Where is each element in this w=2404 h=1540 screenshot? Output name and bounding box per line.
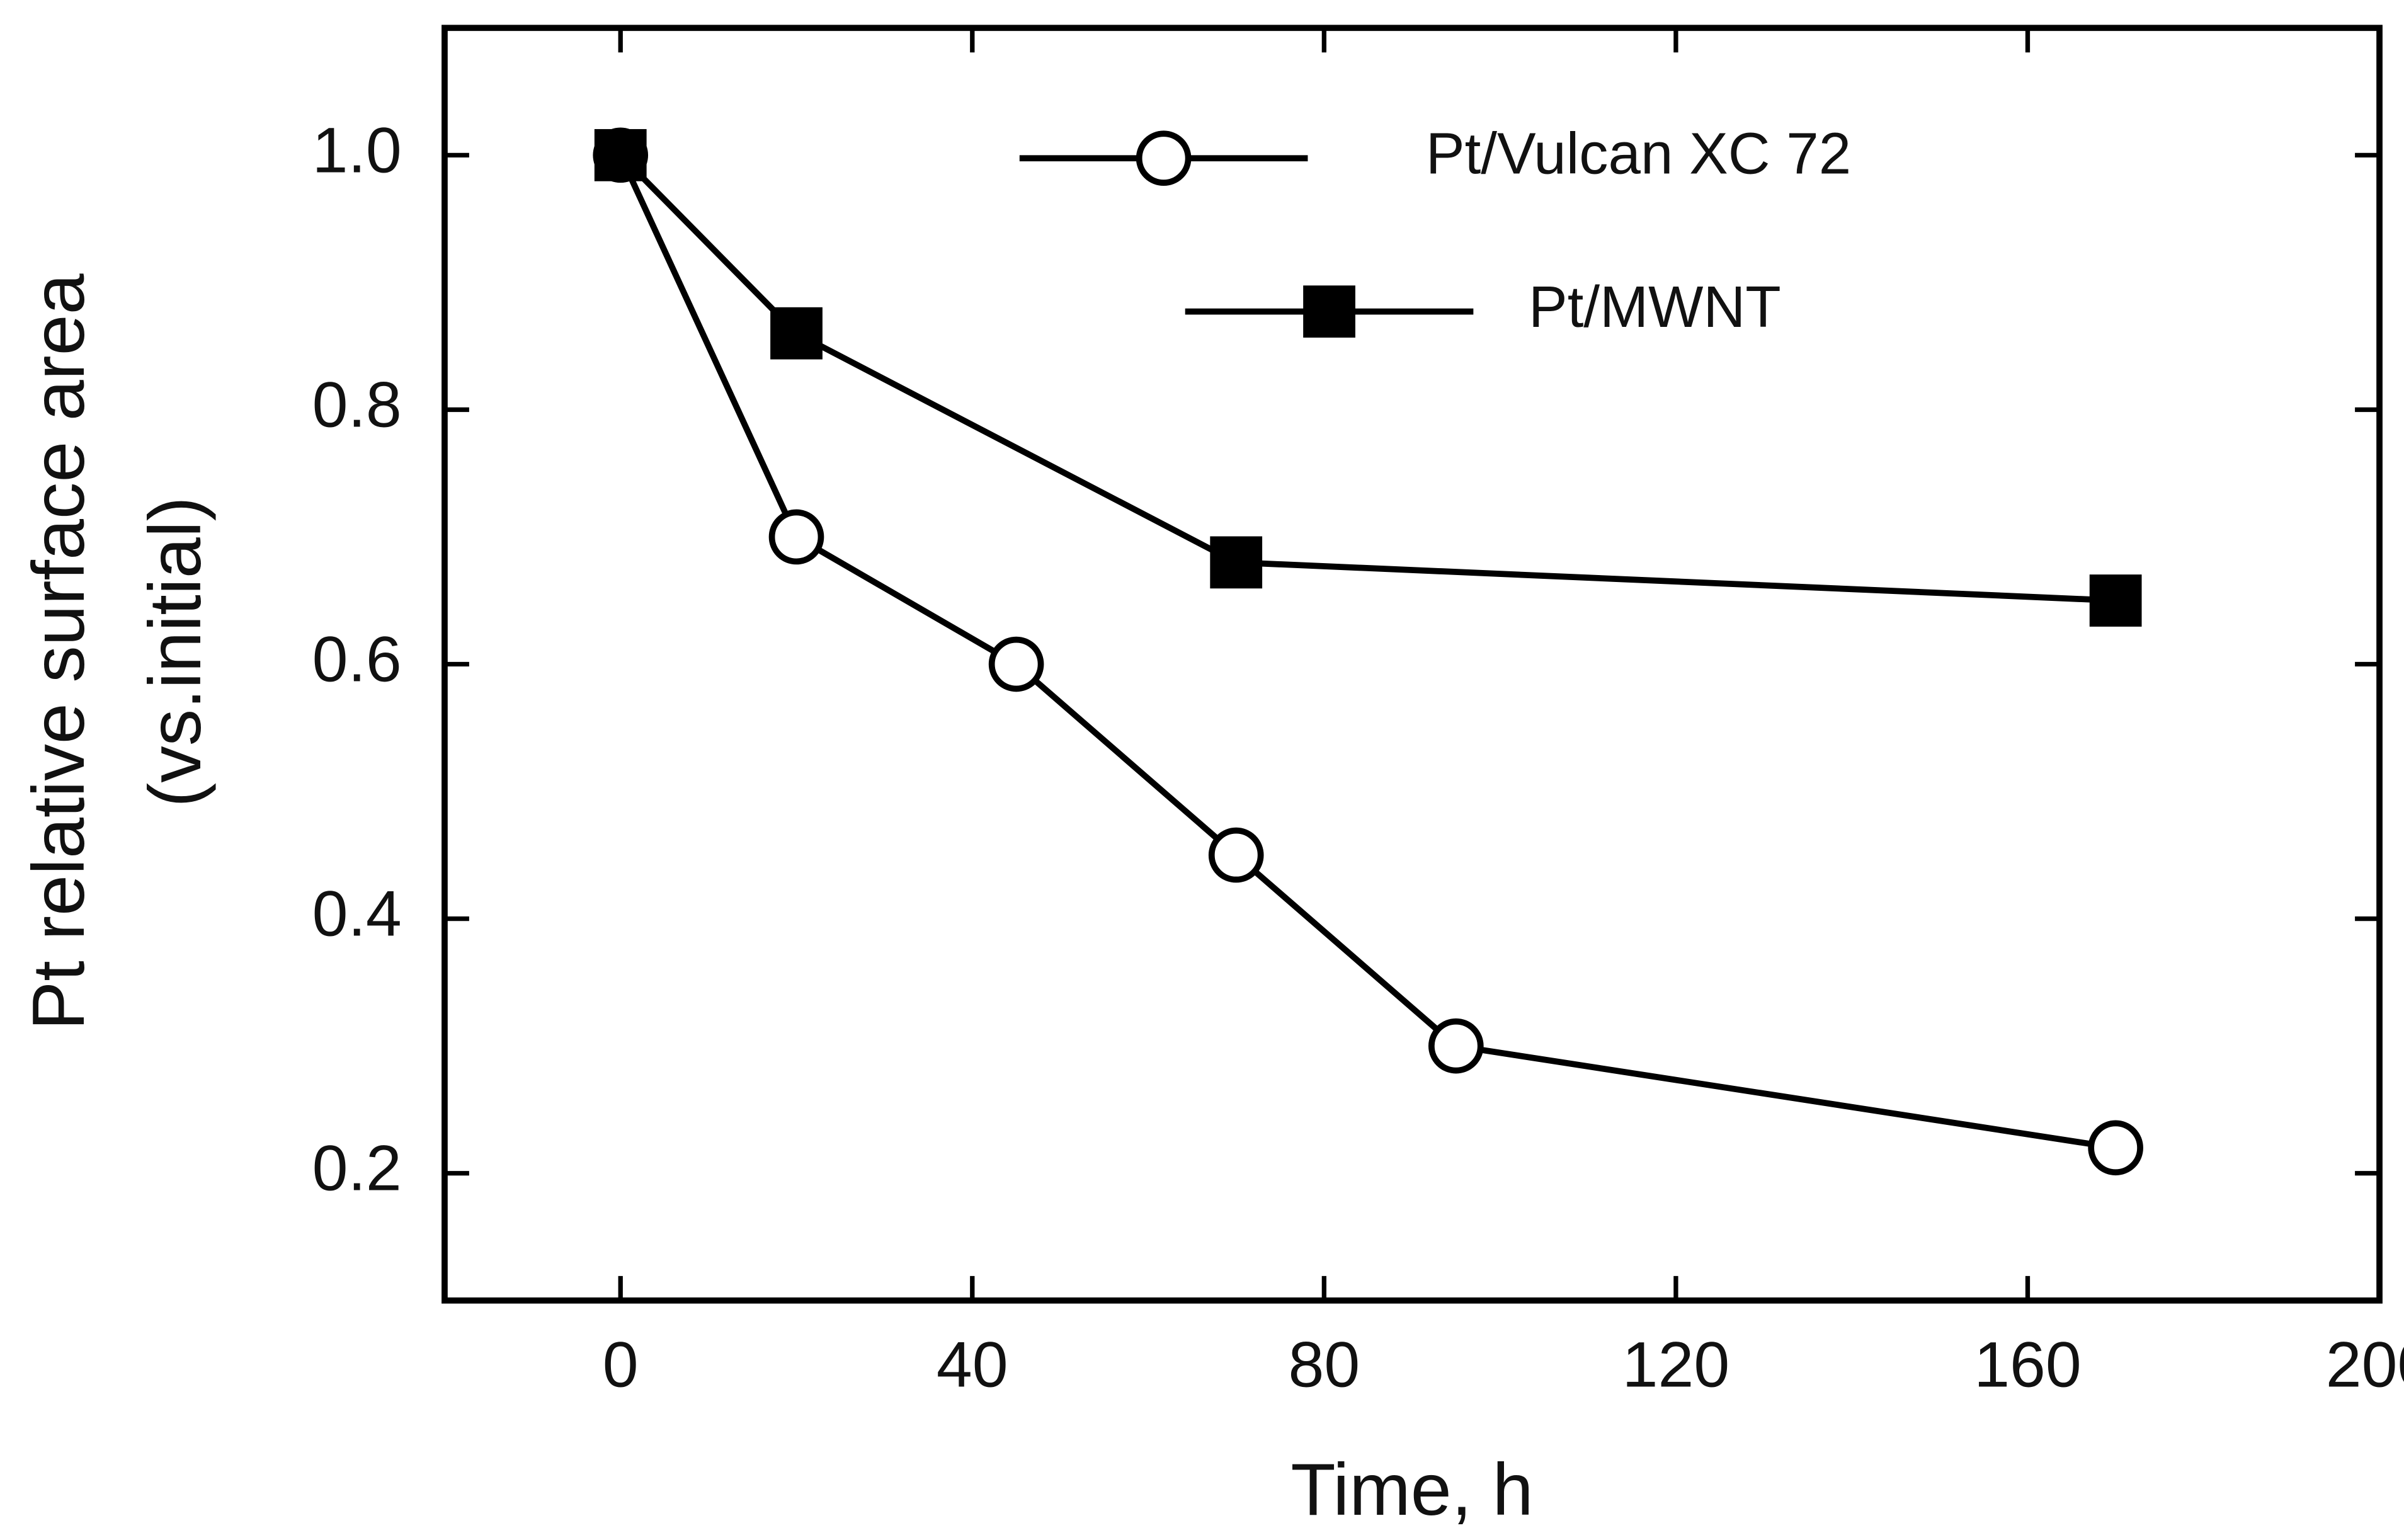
y-tick-label: 1.0 [312,113,402,186]
x-tick-label: 40 [937,1328,1008,1400]
y-tick-label: 0.6 [312,623,402,695]
data-point [1210,536,1263,589]
x-tick-label: 80 [1289,1328,1360,1400]
y-tick-label: 0.4 [312,877,402,950]
legend-marker [1136,130,1192,186]
y-axis-label: (vs.initial) [134,496,216,807]
data-point [770,307,823,360]
data-point [1208,827,1264,883]
y-tick-label: 0.2 [312,1132,402,1204]
data-point [1428,1018,1484,1074]
plot-frame [441,25,2383,1304]
series-line [617,154,2116,1151]
legend-label: Pt/MWNT [1529,274,1781,339]
y-tick-label: 0.8 [312,368,402,440]
data-point [2089,574,2142,627]
legend-label: Pt/Vulcan XC 72 [1426,121,1851,186]
data-point [594,128,647,181]
y-axis-label: Pt relative surface area [17,273,100,1030]
legend-marker [1303,285,1355,338]
data-point [2088,1120,2143,1176]
x-axis-label: Time, h [1290,1448,1533,1531]
series-line [618,152,2116,604]
x-tick-label: 200 [2326,1328,2404,1400]
data-point [768,509,824,565]
data-point [988,636,1044,692]
x-tick-label: 160 [1974,1328,2082,1400]
x-tick-label: 0 [603,1328,639,1400]
x-tick-label: 120 [1622,1328,1730,1400]
